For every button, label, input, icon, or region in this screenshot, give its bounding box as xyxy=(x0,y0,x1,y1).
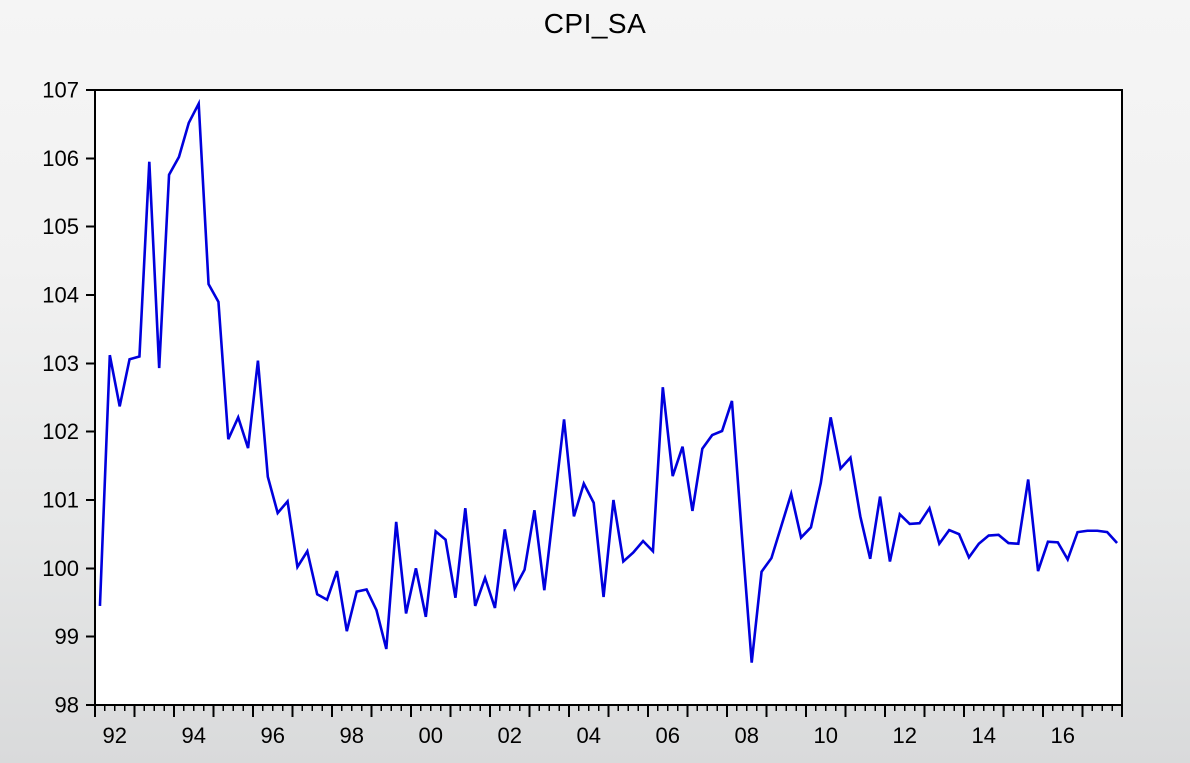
y-axis-label: 103 xyxy=(42,351,79,376)
x-axis-label: 12 xyxy=(893,723,917,748)
y-axis-label: 105 xyxy=(42,214,79,239)
chart-title: CPI_SA xyxy=(543,8,647,39)
y-axis-label: 107 xyxy=(42,78,79,103)
y-axis-label: 100 xyxy=(42,556,79,581)
series-line xyxy=(98,98,1119,663)
x-axis-label: 96 xyxy=(261,723,285,748)
x-axis-label: 02 xyxy=(498,723,522,748)
y-axis-label: 98 xyxy=(55,693,79,718)
x-axis-label: 04 xyxy=(577,723,601,748)
x-axis-label: 06 xyxy=(656,723,680,748)
x-axis-label: 98 xyxy=(340,723,364,748)
y-axis-label: 106 xyxy=(42,146,79,171)
y-axis-label: 101 xyxy=(42,488,79,513)
x-axis-label: 16 xyxy=(1051,723,1075,748)
x-axis-label: 10 xyxy=(814,723,838,748)
x-axis-label: 94 xyxy=(182,723,206,748)
x-axis-label: 08 xyxy=(735,723,759,748)
x-axis-label: 00 xyxy=(419,723,443,748)
x-axis-label: 92 xyxy=(103,723,127,748)
y-axis-label: 104 xyxy=(42,283,79,308)
y-axis-label: 102 xyxy=(42,419,79,444)
plot-area xyxy=(94,89,1123,706)
x-axis-label: 14 xyxy=(972,723,996,748)
y-axis-label: 99 xyxy=(55,624,79,649)
